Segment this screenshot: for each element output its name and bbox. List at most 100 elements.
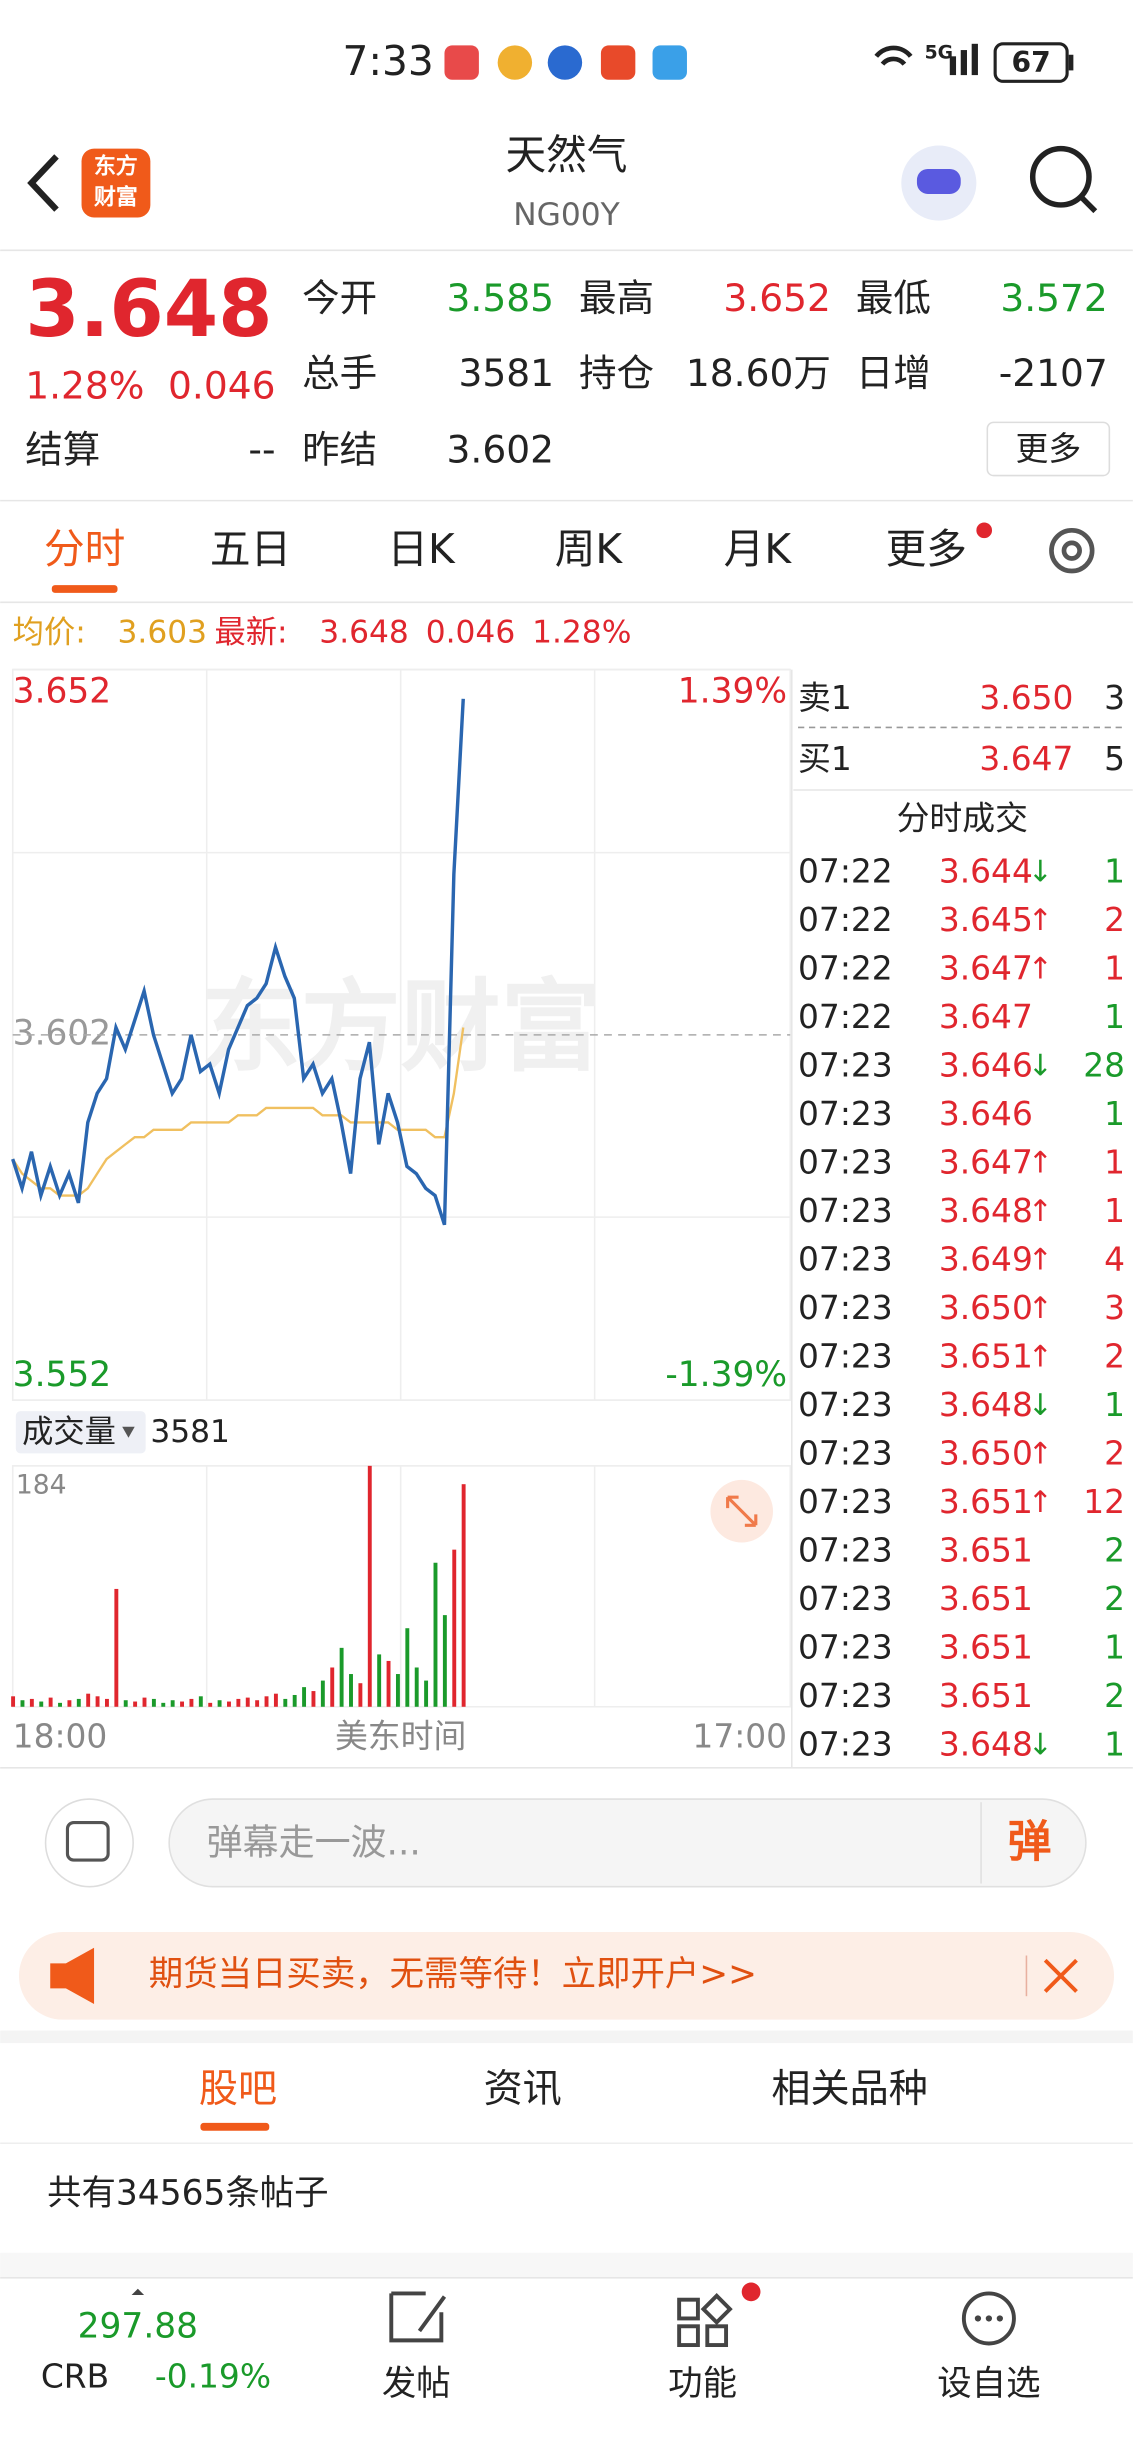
- volume-bar: [292, 1694, 297, 1707]
- comment-button[interactable]: 弹: [1008, 1816, 1052, 1867]
- trade-price: 3.648: [939, 1725, 1033, 1763]
- subtab[interactable]: 相关品种: [771, 2067, 927, 2112]
- field-value: 3.572: [1000, 276, 1107, 320]
- book-price: 3.650: [979, 679, 1073, 717]
- close-button[interactable]: [1043, 1958, 1078, 1993]
- trade-arrow: ↑: [1028, 951, 1053, 986]
- trade-arrow: ↑: [1028, 1485, 1053, 1520]
- tab[interactable]: 分时: [44, 525, 125, 573]
- subtab[interactable]: 股吧: [199, 2067, 277, 2112]
- volume-bar: [255, 1700, 260, 1707]
- more-button-label[interactable]: 更多: [1015, 430, 1081, 468]
- tab[interactable]: 五日: [210, 525, 291, 573]
- volume-bar: [170, 1700, 175, 1707]
- price-line: [11, 698, 465, 1226]
- field-label: 最高: [579, 276, 654, 320]
- field-value: 3.652: [723, 276, 830, 320]
- trade-volume: 12: [1083, 1483, 1125, 1521]
- volume-bar: [123, 1700, 128, 1707]
- book-volume: 5: [1104, 740, 1125, 778]
- trade-arrow: ↓: [1028, 1727, 1053, 1762]
- volume-selector[interactable]: [15, 1411, 146, 1454]
- tab[interactable]: 周K: [555, 525, 624, 573]
- trade-arrow: ↑: [1028, 1145, 1053, 1180]
- back-button[interactable]: [27, 154, 59, 212]
- trade-arrow: ↓: [1028, 1048, 1053, 1083]
- tab[interactable]: 更多: [886, 525, 967, 573]
- battery: 67: [1012, 46, 1051, 79]
- volume-bar: [386, 1660, 391, 1707]
- x-tick-label: 美东时间: [335, 1718, 466, 1756]
- trade-price: 3.646: [939, 1046, 1033, 1084]
- logo: [81, 148, 151, 218]
- field-label: 今开: [302, 276, 377, 320]
- search-button[interactable]: [1029, 145, 1098, 214]
- volume-bar: [95, 1696, 100, 1707]
- volume-bar: [48, 1697, 53, 1707]
- dropdown-caret: [122, 1426, 135, 1438]
- volume-bar: [217, 1700, 222, 1707]
- y-tick-label: 3.602: [13, 1013, 112, 1053]
- trade-time: 07:22: [798, 852, 893, 890]
- nav-label[interactable]: 功能: [668, 2364, 737, 2404]
- trade-time: 07:22: [798, 901, 893, 939]
- status-time: 7:33: [343, 37, 434, 85]
- trade-price: 3.647: [939, 1143, 1033, 1181]
- field-value: 18.60万: [686, 351, 831, 395]
- tab[interactable]: 日K: [387, 525, 456, 573]
- trade-volume: 2: [1104, 1677, 1125, 1715]
- nav-label[interactable]: 设自选: [937, 2364, 1040, 2404]
- field-label: 昨结: [302, 428, 377, 472]
- index-value[interactable]: 297.88: [78, 2306, 198, 2346]
- watermark: 东方财富: [200, 968, 600, 1085]
- volume-bar: [86, 1693, 91, 1707]
- trade-arrow: ↑: [1028, 1194, 1053, 1229]
- pct: 1.28%: [532, 615, 631, 651]
- trade-time: 07:23: [798, 1143, 893, 1181]
- field-value: 3.585: [447, 276, 554, 320]
- gap: [0, 2030, 1133, 2044]
- volume-bar: [358, 1683, 363, 1707]
- book-price: 3.647: [979, 740, 1073, 778]
- subtab-underline: [200, 2122, 270, 2131]
- more-button[interactable]: [986, 421, 1111, 477]
- trade-price: 3.651: [939, 1580, 1033, 1618]
- trade-price: 3.651: [939, 1628, 1033, 1666]
- tab[interactable]: 月K: [724, 525, 793, 573]
- function-icon[interactable]: [677, 2293, 733, 2348]
- trade-time: 07:23: [798, 1531, 893, 1569]
- expand-button[interactable]: [710, 1479, 774, 1543]
- trade-volume: 1: [1104, 1192, 1125, 1230]
- book-label: 买1: [798, 740, 852, 778]
- trade-volume: 1: [1104, 1386, 1125, 1424]
- trade-time: 07:23: [798, 1628, 893, 1666]
- y-tick-label: 3.552: [13, 1355, 112, 1395]
- nav-label[interactable]: 发帖: [382, 2364, 451, 2404]
- field-label: 日增: [856, 351, 931, 395]
- volume-bar: [452, 1549, 457, 1707]
- banner[interactable]: [18, 1932, 1115, 2020]
- banner-text[interactable]: 期货当日买卖，无需等待！立即开户>>: [149, 1954, 757, 1994]
- volume-label[interactable]: 成交量: [22, 1414, 116, 1450]
- post-icon[interactable]: [389, 2291, 447, 2343]
- volume-bar: [236, 1698, 241, 1707]
- volume-bar: [114, 1588, 119, 1707]
- index-pct[interactable]: -0.19%: [155, 2357, 271, 2395]
- index-name[interactable]: CRB: [41, 2357, 109, 2395]
- trade-volume: 2: [1104, 1434, 1125, 1472]
- trade-volume: 2: [1104, 1531, 1125, 1569]
- badge: [976, 522, 993, 539]
- trade-arrow: ↑: [1028, 1242, 1053, 1277]
- comment-input[interactable]: [168, 1798, 1087, 1888]
- comment-placeholder[interactable]: 弹幕走一波...: [207, 1822, 421, 1863]
- code: NG00Y: [513, 197, 620, 233]
- assistant-icon[interactable]: [901, 145, 977, 221]
- subtab[interactable]: 资讯: [484, 2067, 562, 2112]
- trade-volume: 28: [1083, 1046, 1125, 1084]
- field-label: 总手: [302, 351, 377, 395]
- settings-button[interactable]: [1049, 527, 1095, 574]
- note-button[interactable]: [44, 1798, 134, 1888]
- trade-arrow: ↑: [1028, 1436, 1053, 1471]
- watchlist-icon[interactable]: [961, 2291, 1016, 2346]
